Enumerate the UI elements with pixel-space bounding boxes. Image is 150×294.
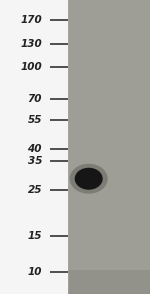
Text: 40: 40 [27, 144, 42, 154]
Bar [68, 0, 150, 294]
Text: 70: 70 [27, 94, 42, 104]
Ellipse shape [75, 168, 103, 190]
Text: 130: 130 [20, 39, 42, 49]
Text: 15: 15 [27, 230, 42, 241]
Text: 170: 170 [20, 15, 42, 25]
Text: 55: 55 [27, 116, 42, 126]
Ellipse shape [70, 164, 108, 194]
Text: 35: 35 [27, 156, 42, 166]
Text: 100: 100 [20, 62, 42, 72]
Bar [68, 270, 150, 294]
Text: 10: 10 [27, 267, 42, 277]
Text: 25: 25 [27, 185, 42, 195]
